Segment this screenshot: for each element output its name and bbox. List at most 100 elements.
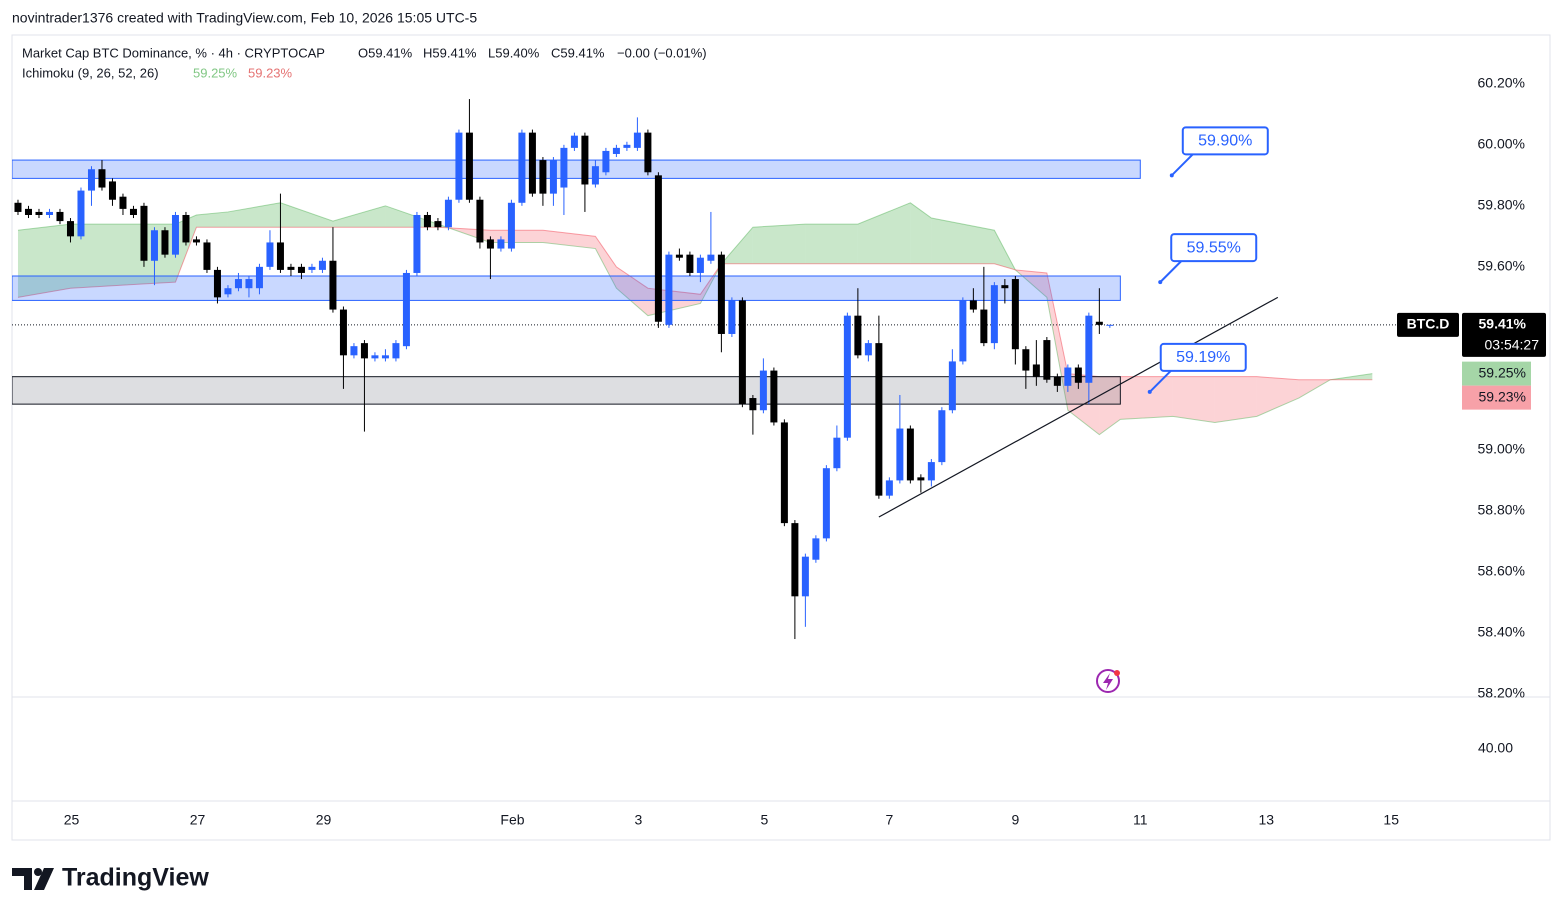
callout-label: 59.90% xyxy=(1198,133,1252,150)
brand-name: TradingView xyxy=(62,864,209,892)
y-tick-label: 59.60% xyxy=(1478,258,1525,274)
x-tick-label: 25 xyxy=(64,812,80,828)
candle-body xyxy=(948,361,956,411)
candle-body xyxy=(539,160,547,194)
candle-body xyxy=(780,422,788,524)
candle-body xyxy=(938,410,946,463)
cloud-fill xyxy=(196,211,228,228)
cloud-fill xyxy=(70,224,123,289)
x-tick-label: 15 xyxy=(1383,812,1399,828)
callout-pointer xyxy=(1171,152,1195,177)
cloud-fill xyxy=(595,236,617,289)
x-tick-label: Feb xyxy=(500,812,524,828)
x-tick-label: 27 xyxy=(190,812,206,828)
candle-body xyxy=(1053,376,1061,386)
attribution: novintrader1376 created with TradingView… xyxy=(12,10,477,26)
callout-tip xyxy=(1158,280,1163,285)
candle-body xyxy=(497,239,505,249)
callout-box xyxy=(1170,233,1258,263)
cloud-fill xyxy=(700,263,722,304)
candle-body xyxy=(665,254,673,325)
price-zone xyxy=(12,376,1121,405)
x-tick-label: 3 xyxy=(635,812,643,828)
candle-body xyxy=(707,254,715,261)
cloud-fill xyxy=(931,218,995,264)
candle-body xyxy=(45,211,53,215)
candle-body xyxy=(959,300,967,362)
symbol-label: BTC.D xyxy=(1407,316,1450,332)
candle-body xyxy=(66,221,74,237)
candle-body xyxy=(1043,340,1051,380)
candle-body xyxy=(455,132,463,200)
candle-body xyxy=(444,199,452,228)
candle-body xyxy=(297,266,305,273)
symbol-tag xyxy=(1397,312,1459,337)
cloud-fill xyxy=(1015,269,1047,298)
cloud-fill xyxy=(616,266,648,316)
y-tick-label: 58.60% xyxy=(1478,563,1525,579)
candle-body xyxy=(612,147,620,154)
callout-box xyxy=(1159,342,1247,372)
candle-body xyxy=(1064,367,1072,386)
candle-body xyxy=(560,147,568,188)
candle-body xyxy=(129,208,137,215)
cloud-fill xyxy=(1298,379,1331,399)
y-tick-label: 58.80% xyxy=(1478,502,1525,518)
candle-body xyxy=(213,269,221,298)
candle-body xyxy=(24,208,32,215)
candle-body xyxy=(434,221,442,228)
callout-label: 59.55% xyxy=(1187,239,1241,256)
candle-body xyxy=(654,175,662,322)
candle-body xyxy=(1032,364,1040,377)
candle-body xyxy=(339,309,347,356)
candle-body xyxy=(465,132,473,200)
y-tick-label: 60.00% xyxy=(1478,136,1525,152)
price-label: 59.41% xyxy=(1479,316,1527,332)
candle-body xyxy=(1095,321,1103,325)
x-tick-label: 7 xyxy=(885,812,893,828)
candle-body xyxy=(318,260,326,270)
candle-body xyxy=(717,254,725,334)
legend-change: −0.00 (−0.01%) xyxy=(617,45,707,60)
candle-body xyxy=(507,202,515,249)
x-tick-label: 29 xyxy=(316,812,332,828)
cloud-price-label: 59.23% xyxy=(1479,388,1526,404)
y-tick-label: 60.20% xyxy=(1478,75,1525,91)
callout-pointer xyxy=(1159,259,1183,283)
candle-body xyxy=(182,214,190,243)
candle-body xyxy=(854,315,862,356)
candle-body xyxy=(633,132,641,148)
candle-body xyxy=(738,300,746,405)
cloud-fill xyxy=(1172,376,1215,423)
candle-body xyxy=(308,266,316,270)
legend-symbol: Market Cap BTC Dominance, % · 4h · CRYPT… xyxy=(22,45,325,60)
callout-tip xyxy=(1147,389,1152,394)
candle-body xyxy=(87,169,95,191)
candle-body xyxy=(234,279,242,289)
y-tick-label: 59.80% xyxy=(1478,197,1525,213)
chart-frame xyxy=(11,34,1551,841)
cloud-fill xyxy=(752,224,806,264)
candle-body xyxy=(119,196,127,209)
candle-body xyxy=(1085,315,1093,383)
candle-body xyxy=(476,199,484,243)
brand-logo xyxy=(12,868,54,890)
alert-icon[interactable] xyxy=(1096,669,1120,693)
candle-body xyxy=(969,300,977,310)
candle-body xyxy=(108,181,116,200)
candle-body xyxy=(549,160,557,194)
price-zone xyxy=(12,275,1121,301)
cloud-fill xyxy=(721,227,753,264)
candle-body xyxy=(591,166,599,185)
candle-body xyxy=(56,211,64,222)
candle-body xyxy=(528,132,536,194)
cloud-fill xyxy=(1099,376,1121,435)
cloud-fill xyxy=(1046,272,1068,411)
candle-body xyxy=(581,135,589,185)
candle-body xyxy=(623,144,631,148)
cloud-fill xyxy=(805,224,858,264)
candle-body xyxy=(864,343,872,356)
candle-body xyxy=(413,214,421,273)
cloud-fill xyxy=(910,202,932,264)
